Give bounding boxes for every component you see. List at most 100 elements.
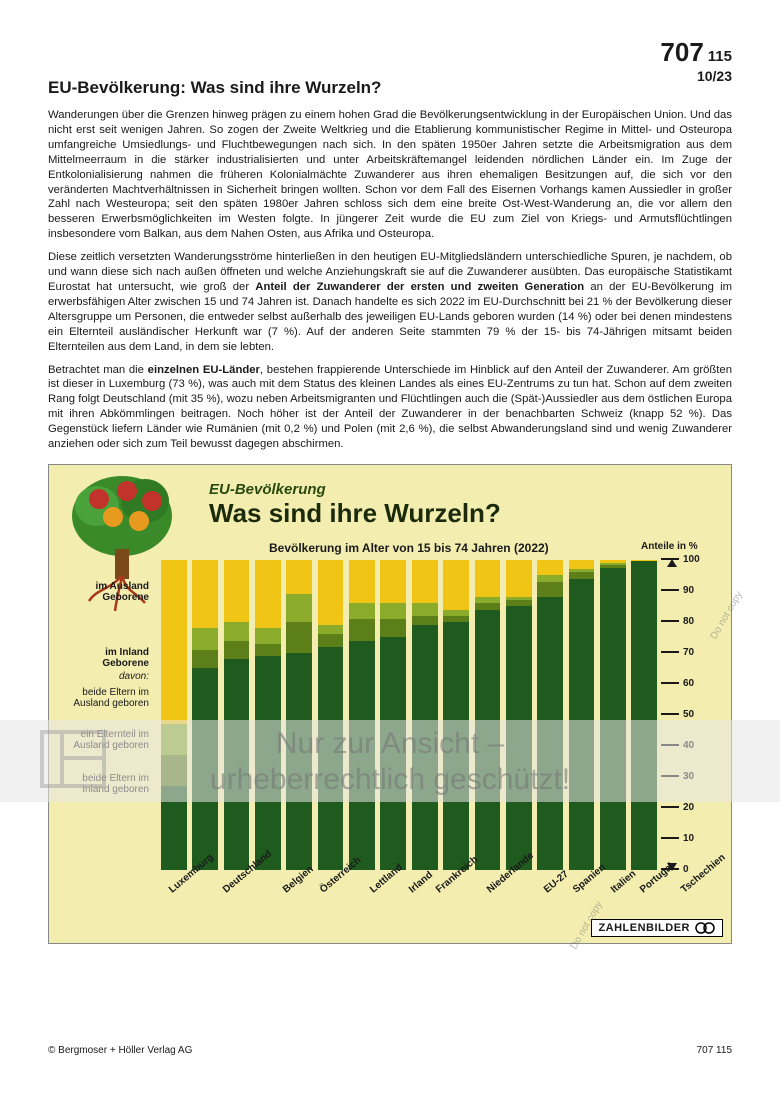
footer-code: 707 115 (697, 1045, 732, 1056)
brand-text: ZAHLENBILDER (598, 922, 690, 934)
label-davon: davon: (59, 671, 149, 682)
bar-segment (412, 603, 438, 615)
paragraph: Betrachtet man die einzelnen EU-Länder, … (48, 363, 732, 452)
bar-column (222, 560, 251, 870)
bar-column (379, 560, 408, 870)
chart-title-big: Was sind ihre Wurzeln? (209, 498, 501, 529)
bar-segment (224, 641, 250, 660)
y-tick: 10 (661, 833, 711, 844)
bar-segment (600, 568, 626, 870)
footer-copyright: © Bergmoser + Höller Verlag AG (48, 1045, 192, 1056)
label-both-abroad: beide Eltern im Ausland geboren (59, 687, 149, 709)
bar-segment (412, 625, 438, 870)
bar-segment (475, 610, 501, 870)
bar-column (159, 560, 188, 870)
scale-arrow-up-icon (667, 559, 677, 567)
chart-container: EU-Bevölkerung Was sind ihre Wurzeln? Be… (48, 464, 732, 944)
bar-segment (161, 724, 187, 755)
bar-column (536, 560, 565, 870)
bar-segment (318, 625, 344, 634)
bar-segment (255, 560, 281, 628)
x-axis-labels: LuxemburgDeutschlandBelgienÖsterreichLet… (159, 873, 659, 928)
bar-segment (537, 582, 563, 598)
bar-segment (192, 668, 218, 870)
bar-segment (349, 641, 375, 870)
bar-segment (537, 597, 563, 870)
paragraph: Wanderungen über die Grenzen hinweg präg… (48, 108, 732, 242)
bar-segment (161, 560, 187, 724)
bar-segment (380, 560, 406, 603)
bar-segment (506, 597, 532, 600)
chart-brand: ZAHLENBILDER (591, 919, 723, 937)
page-footer: © Bergmoser + Höller Verlag AG 707 115 (48, 1045, 732, 1056)
bar-segment (475, 603, 501, 609)
chart-title-small: EU-Bevölkerung (209, 481, 501, 498)
bar-column (567, 560, 596, 870)
bar-segment (318, 634, 344, 646)
y-tick: 30 (661, 771, 711, 782)
bar-column (598, 560, 627, 870)
label-one-abroad: ein Elternteil im Ausland geboren (59, 729, 149, 751)
bar-column (473, 560, 502, 870)
bar-column (410, 560, 439, 870)
header-date: 10/23 (660, 68, 732, 84)
header-codes: 707115 10/23 (660, 38, 732, 84)
bar-segment (443, 622, 469, 870)
bar-segment (412, 560, 438, 603)
bar-column (285, 560, 314, 870)
bar-segment (192, 560, 218, 628)
bar-segment (506, 560, 532, 597)
bar-segment (255, 656, 281, 870)
y-tick: 40 (661, 740, 711, 751)
bar-segment (224, 622, 250, 641)
bar-segment (161, 786, 187, 870)
bar-segment (569, 569, 595, 572)
bar-segment (537, 575, 563, 581)
scale-arrow-down-icon (667, 863, 677, 871)
bar-segment (161, 755, 187, 786)
y-tick: 80 (661, 616, 711, 627)
bar-segment (349, 603, 375, 619)
bar-segment (443, 616, 469, 622)
bar-segment (631, 560, 657, 561)
y-tick: 50 (661, 709, 711, 720)
bar-segment (380, 619, 406, 638)
label-both-inland: beide Eltern im Inland geboren (59, 773, 149, 795)
article-body: Wanderungen über die Grenzen hinweg präg… (48, 108, 732, 452)
bar-segment (286, 560, 312, 594)
bar-segment (286, 622, 312, 653)
bar-column (253, 560, 282, 870)
bar-segment (349, 560, 375, 603)
bar-segment (318, 560, 344, 625)
bar-segment (224, 659, 250, 870)
bar-segment (224, 560, 250, 622)
page-title: EU-Bevölkerung: Was sind ihre Wurzeln? (48, 78, 732, 98)
bar-segment (600, 565, 626, 568)
bar-segment (349, 619, 375, 641)
bar-column (316, 560, 345, 870)
bar-segment (255, 644, 281, 656)
y-tick: 70 (661, 647, 711, 658)
bar-segment (475, 560, 501, 597)
brand-rings-icon (694, 922, 716, 934)
chart-subtitle: Bevölkerung im Alter von 15 bis 74 Jahre… (269, 541, 549, 555)
header-number-small: 115 (708, 48, 732, 65)
bar-column (630, 560, 659, 870)
bar-column (347, 560, 376, 870)
bar-segment (569, 572, 595, 578)
y-tick: 90 (661, 585, 711, 596)
bar-plot (159, 560, 659, 870)
bar-column (441, 560, 470, 870)
bar-segment (475, 597, 501, 603)
y-axis-scale: Anteile in % 1009080706050403020100 (661, 547, 711, 872)
bar-segment (192, 650, 218, 669)
scale-header: Anteile in % (641, 541, 698, 552)
bar-segment (412, 616, 438, 625)
bar-column (190, 560, 219, 870)
bar-segment (537, 560, 563, 576)
bar-segment (380, 603, 406, 619)
bar-segment (286, 653, 312, 870)
bar-segment (443, 560, 469, 610)
y-tick: 60 (661, 678, 711, 689)
bar-segment (443, 610, 469, 616)
